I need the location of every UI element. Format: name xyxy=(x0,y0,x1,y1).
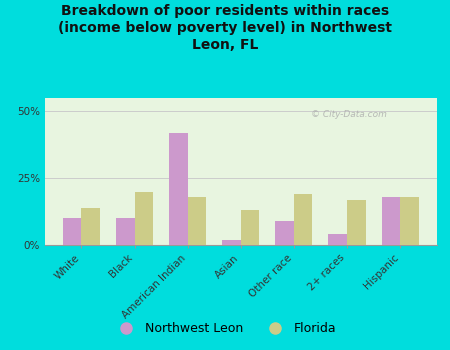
Bar xyxy=(81,208,100,245)
Bar xyxy=(188,197,206,245)
Bar xyxy=(135,191,153,245)
Bar xyxy=(328,234,347,245)
Bar xyxy=(116,218,135,245)
Text: Breakdown of poor residents within races
(income below poverty level) in Northwe: Breakdown of poor residents within races… xyxy=(58,4,392,52)
Bar xyxy=(400,197,418,245)
Bar xyxy=(294,194,312,245)
Bar xyxy=(241,210,259,245)
Legend: Northwest Leon, Florida: Northwest Leon, Florida xyxy=(109,317,341,340)
Text: © City-Data.com: © City-Data.com xyxy=(311,110,387,119)
Bar xyxy=(222,240,241,245)
Bar xyxy=(347,199,365,245)
Bar xyxy=(169,133,188,245)
Bar xyxy=(63,218,81,245)
Bar xyxy=(275,221,294,245)
Bar xyxy=(382,197,400,245)
